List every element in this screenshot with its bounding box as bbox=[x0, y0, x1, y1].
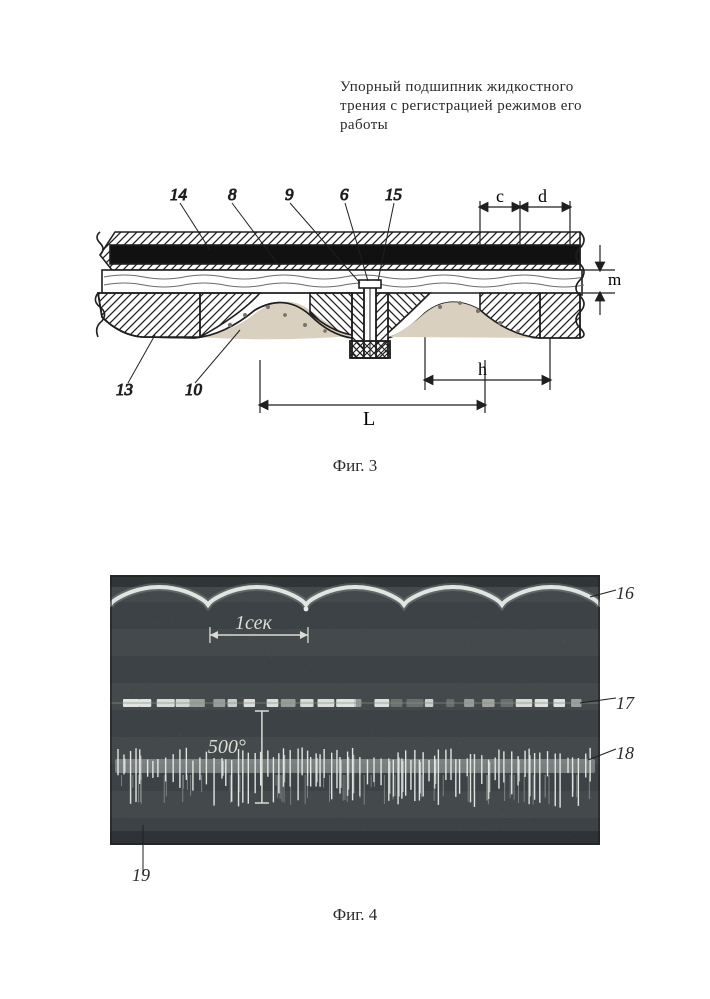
callout-8: 8 bbox=[228, 185, 237, 204]
figure-4: 1сек 500° bbox=[110, 575, 600, 845]
trace-mid bbox=[110, 702, 600, 704]
dim-m: m bbox=[608, 270, 621, 289]
figure-4-svg: 1сек 500° bbox=[110, 575, 600, 845]
title-line: работы bbox=[340, 117, 388, 133]
dim-c: c bbox=[496, 186, 504, 206]
document-title: Упорный подшипник жидкостного трения с р… bbox=[340, 78, 622, 136]
callout-15: 15 bbox=[385, 185, 402, 204]
callout-10: 10 bbox=[185, 380, 203, 399]
figure-3: c d m h L bbox=[80, 185, 626, 450]
label-time: 1сек bbox=[235, 612, 272, 634]
callout-18: 18 bbox=[616, 743, 634, 764]
callout-17: 17 bbox=[616, 693, 634, 714]
label-temp: 500° bbox=[208, 736, 246, 758]
callout-14: 14 bbox=[170, 185, 188, 204]
callout-19: 19 bbox=[132, 865, 150, 886]
dim-L: L bbox=[363, 408, 375, 430]
callout-13: 13 bbox=[116, 380, 133, 399]
callout-16: 16 bbox=[616, 583, 634, 604]
callout-6: 6 bbox=[340, 185, 349, 204]
figure-3-svg: c d m h L bbox=[80, 185, 626, 450]
page: Упорный подшипник жидкостного трения с р… bbox=[0, 0, 710, 999]
dim-h: h bbox=[478, 359, 487, 379]
figure-3-caption: Фиг. 3 bbox=[0, 456, 710, 476]
callout-9: 9 bbox=[285, 185, 294, 204]
title-line: трения с регистрацией режимов его bbox=[340, 98, 582, 114]
dim-d: d bbox=[538, 186, 547, 206]
figure-4-caption: Фиг. 4 bbox=[0, 905, 710, 925]
bearing-section bbox=[95, 232, 584, 358]
title-line: Упорный подшипник жидкостного bbox=[340, 79, 574, 95]
